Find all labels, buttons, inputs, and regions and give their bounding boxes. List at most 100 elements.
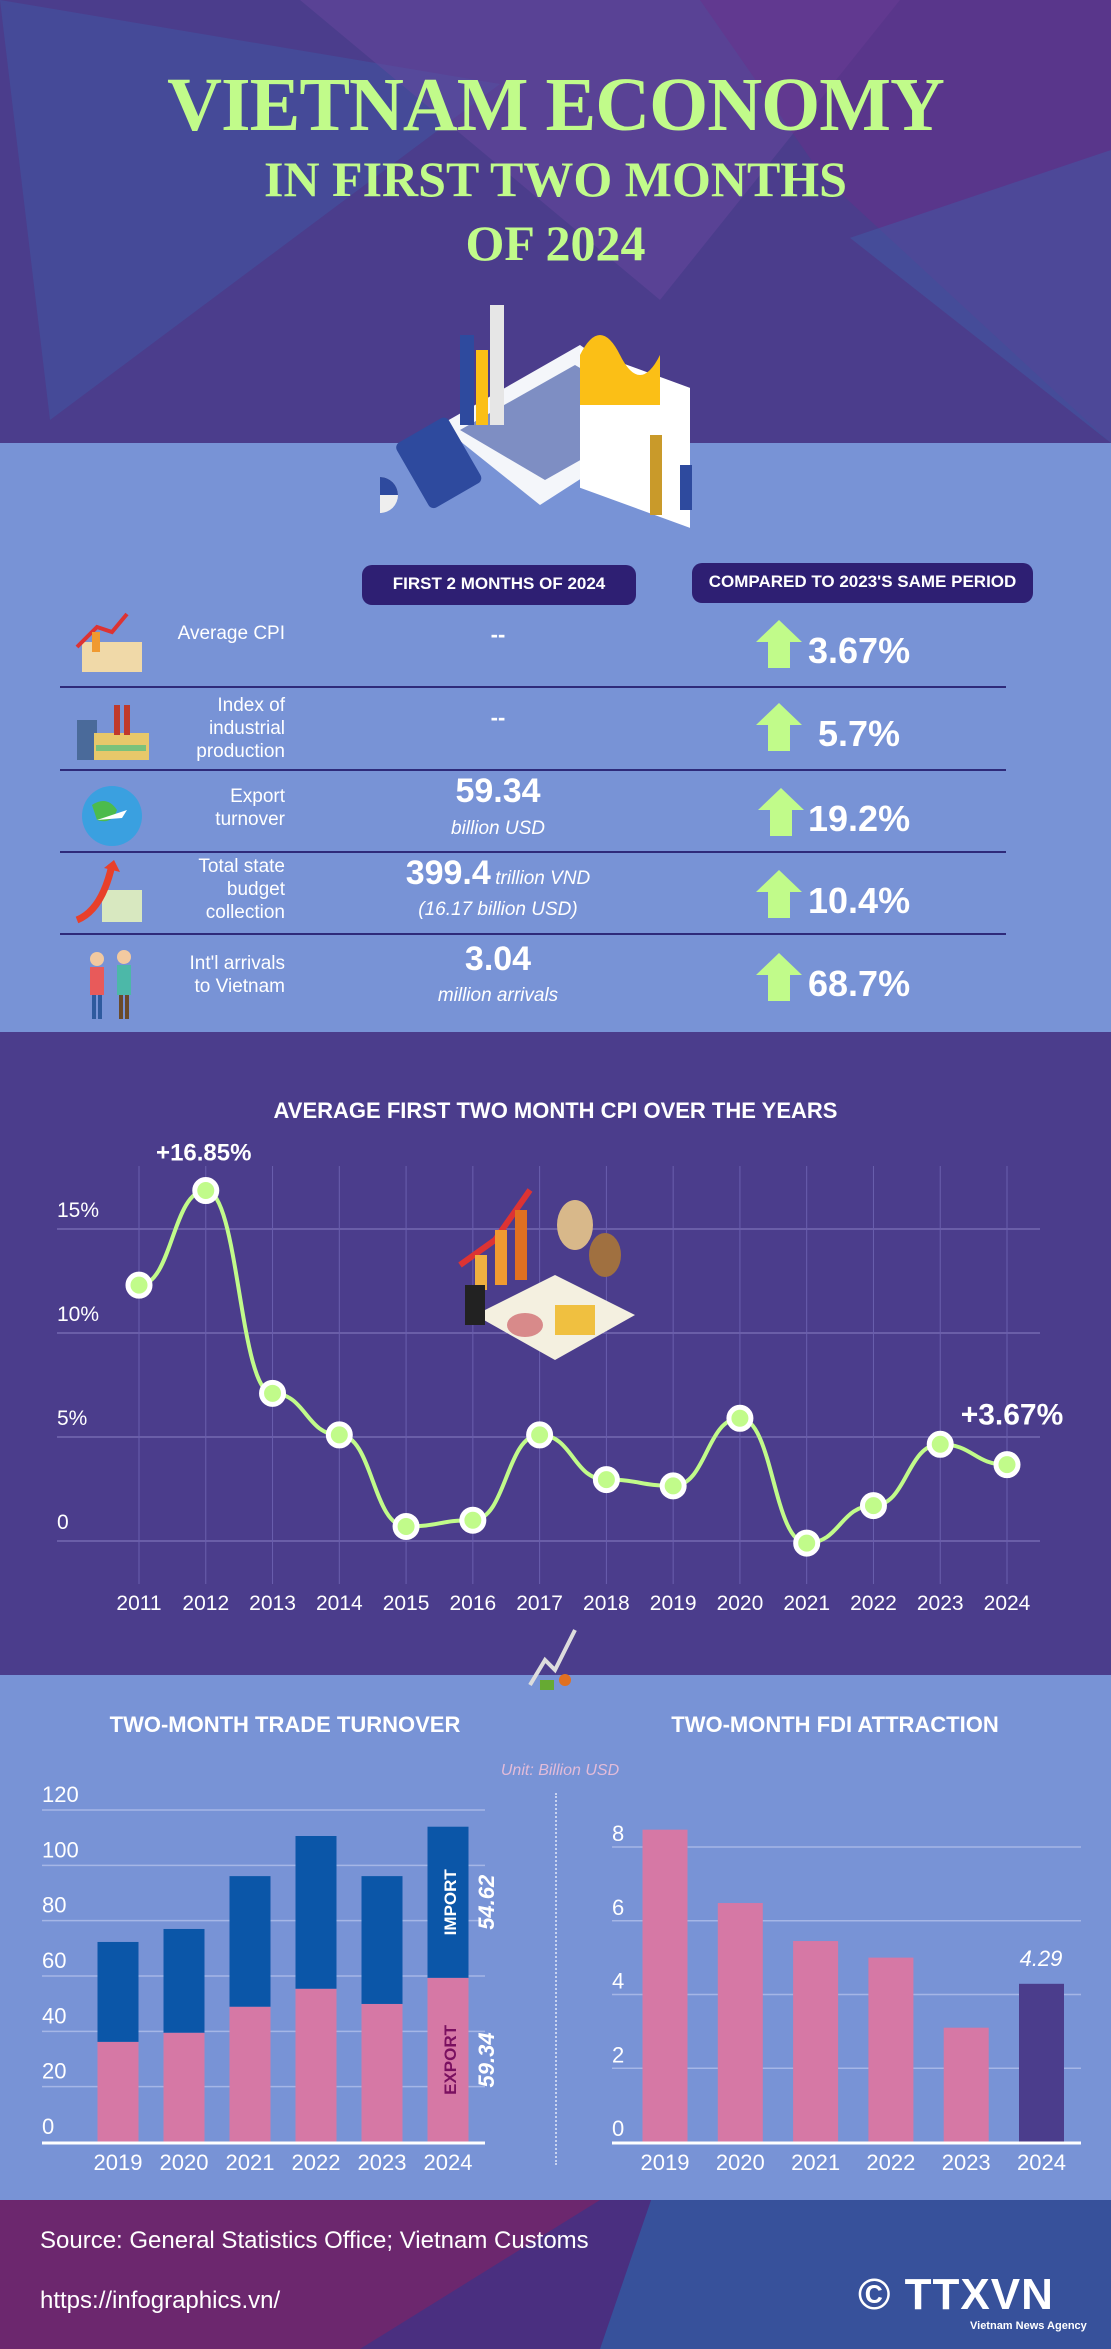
- column-header-first-2-months: FIRST 2 MONTHS OF 2024: [362, 565, 636, 605]
- title-line-2: IN FIRST TWO MONTHS: [263, 151, 847, 207]
- row-unit-export-turnover: billion USD: [451, 818, 545, 839]
- cpi-point: [526, 1421, 554, 1449]
- row-change-industrial-production: 5.7%: [818, 713, 901, 754]
- row-change-average-cpi: 3.67%: [808, 630, 911, 671]
- cpi-point: [926, 1430, 954, 1458]
- cpi-point: [192, 1177, 220, 1205]
- cpi-point: [125, 1271, 153, 1299]
- fdi-x-tick-label: 2019: [641, 2150, 690, 2175]
- row-unit-intl-arrivals: million arrivals: [437, 985, 559, 1006]
- import-value-label: 54.62: [474, 1874, 499, 1930]
- cpi-y-tick-label: 5%: [57, 1407, 87, 1430]
- cpi-x-tick-label: 2011: [116, 1592, 161, 1615]
- trade-bar-export: [361, 2003, 403, 2142]
- cpi-point: [325, 1421, 353, 1449]
- cpi-y-tick-label: 10%: [57, 1303, 99, 1326]
- cpi-x-tick-label: 2024: [984, 1592, 1031, 1615]
- fdi-bar: [868, 1957, 914, 2142]
- row-label-industrial-production: Index of industrial production: [196, 695, 285, 762]
- trade-bar-export: [427, 1977, 469, 2142]
- footer: [0, 2200, 1111, 2349]
- cpi-point: [659, 1472, 687, 1500]
- header-banner: [0, 0, 1111, 443]
- tourists-icon: [72, 945, 152, 1023]
- trade-bar-import: [361, 1876, 403, 2004]
- row-label-intl-arrivals: Int'l arrivals to Vietnam: [189, 953, 285, 997]
- globe-icon: [72, 780, 152, 848]
- fdi-chart-title: TWO-MONTH FDI ATTRACTION: [671, 1712, 999, 1737]
- goods-prices-illustration-icon: [458, 1188, 635, 1360]
- trade-y-tick-label: 20: [42, 2059, 66, 2084]
- up-arrow-icon: [756, 703, 802, 751]
- fdi-x-tick-label: 2024: [1017, 2150, 1066, 2175]
- fdi-x-tick-label: 2023: [942, 2150, 991, 2175]
- cpi-x-tick-label: 2023: [917, 1592, 964, 1615]
- website-link[interactable]: https://infographics.vn/: [40, 2287, 281, 2314]
- trade-y-tick-label: 60: [42, 1948, 66, 1973]
- row-value-average-cpi: --: [490, 622, 506, 647]
- unit-label: Unit: Billion USD: [500, 1762, 620, 1779]
- cpi-x-tick-label: 2016: [449, 1592, 496, 1615]
- cpi-x-tick-label: 2013: [249, 1592, 296, 1615]
- row-divider: [60, 851, 1006, 853]
- fdi-data-label: 4.29: [1020, 1946, 1063, 1971]
- cpi-x-tick-label: 2012: [182, 1592, 229, 1615]
- fdi-y-tick-label: 2: [612, 2042, 624, 2067]
- trade-y-tick-label: 80: [42, 1893, 66, 1918]
- cpi-x-tick-label: 2017: [516, 1592, 563, 1615]
- row-value-industrial-production: --: [490, 705, 506, 730]
- column-header-comparison: COMPARED TO 2023'S SAME PERIOD: [692, 563, 1033, 603]
- fdi-bar: [642, 1829, 688, 2142]
- cpi-point: [793, 1529, 821, 1557]
- fdi-y-tick-label: 4: [612, 1969, 624, 1994]
- trade-bar-import: [295, 1836, 337, 1989]
- row-value-budget-collection-group: 399.4 trillion VND: [348, 854, 648, 893]
- fdi-x-tick-label: 2020: [716, 2150, 765, 2175]
- cpi-point: [859, 1492, 887, 1520]
- fdi-bar: [943, 2027, 989, 2142]
- cpi-x-tick-label: 2014: [316, 1592, 363, 1615]
- trade-x-tick-label: 2024: [424, 2150, 473, 2175]
- trade-x-tick-label: 2023: [358, 2150, 407, 2175]
- trade-bar-export: [295, 1988, 337, 2142]
- charts-svg: 05%10%15%2011 2012 2013 2014 2015 2016 2017 201…: [42, 1140, 1081, 2175]
- import-series-label: IMPORT: [441, 1869, 460, 1936]
- cpi-annotation: +16.85%: [156, 1140, 251, 1167]
- cpi-point: [993, 1451, 1021, 1479]
- export-series-label: EXPORT: [441, 2024, 460, 2095]
- trade-x-tick-label: 2020: [160, 2150, 209, 2175]
- cpi-x-tick-label: 2021: [783, 1592, 830, 1615]
- cpi-point: [392, 1512, 420, 1540]
- cpi-y-tick-label: 15%: [57, 1199, 99, 1222]
- up-arrow-icon: [756, 870, 802, 918]
- row-divider: [60, 769, 1006, 771]
- cpi-goods-icon: [72, 612, 152, 680]
- row-change-intl-arrivals: 68.7%: [808, 963, 911, 1004]
- row-unit-budget-collection: trillion VND: [495, 868, 591, 889]
- fdi-x-tick-label: 2022: [866, 2150, 915, 2175]
- fdi-bar: [1019, 1983, 1064, 2142]
- trade-bar-export: [163, 2032, 205, 2142]
- fdi-bar: [717, 1903, 763, 2142]
- factory-icon: [72, 695, 152, 763]
- trade-bar-import: [427, 1826, 469, 1978]
- trade-bar-import: [97, 1941, 139, 2042]
- trade-y-tick-label: 100: [42, 1837, 79, 1862]
- fdi-y-tick-label: 0: [612, 2116, 624, 2141]
- cpi-x-tick-label: 2019: [650, 1592, 697, 1615]
- trade-x-tick-label: 2022: [292, 2150, 341, 2175]
- trade-bar-export: [229, 2006, 271, 2142]
- row-unit2-budget-collection: (16.17 billion USD): [418, 899, 578, 920]
- row-value-budget-collection: 399.4: [405, 854, 491, 892]
- trade-chart-title: TWO-MONTH TRADE TURNOVER: [109, 1712, 461, 1737]
- cpi-x-tick-label: 2020: [717, 1592, 764, 1615]
- row-change-budget-collection: 10.4%: [808, 880, 911, 921]
- row-divider: [60, 686, 1006, 688]
- cpi-x-tick-label: 2015: [383, 1592, 430, 1615]
- trade-x-tick-label: 2021: [226, 2150, 275, 2175]
- chart-divider: [555, 1793, 557, 2165]
- row-label-export-turnover: Export turnover: [215, 786, 285, 830]
- title-line-3: OF 2024: [465, 215, 646, 271]
- fdi-y-tick-label: 6: [612, 1895, 624, 1920]
- fdi-bar: [793, 1941, 839, 2142]
